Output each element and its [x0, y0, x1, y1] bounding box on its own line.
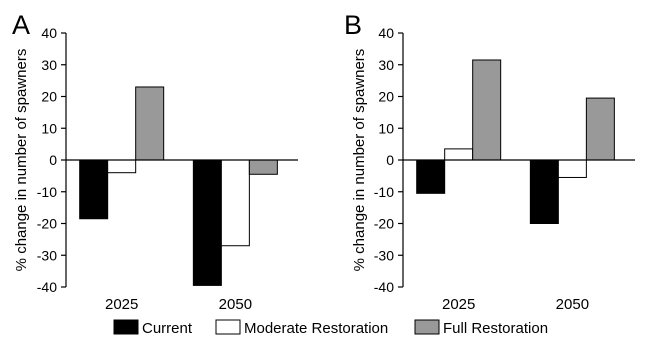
x-category-label: 2050 [556, 296, 589, 313]
bar [220, 159, 250, 247]
y-tick-label: 20 [378, 89, 394, 105]
bar [135, 86, 165, 161]
x-category-label: 2025 [442, 296, 475, 313]
bar [472, 59, 502, 161]
legend-swatch [215, 319, 241, 335]
y-tick-label: 40 [41, 25, 57, 41]
y-tick-label: 40 [378, 25, 394, 41]
legend-swatch [113, 319, 139, 335]
legend-label: Current [142, 320, 193, 337]
bar [444, 148, 474, 161]
bar [529, 159, 559, 224]
bar [416, 159, 446, 194]
y-tick-label: 0 [49, 152, 57, 168]
y-tick-label: 0 [386, 152, 394, 168]
y-tick-label: -30 [374, 247, 394, 263]
panel-a: A % change in number of spawners 40 30 20 10 0… [12, 10, 298, 313]
x-category-label: 2050 [219, 296, 252, 313]
bar [248, 159, 278, 175]
y-tick-label: 20 [41, 89, 57, 105]
panel-letter: A [12, 10, 30, 40]
y-tick-label: -20 [37, 216, 57, 232]
legend-label: Moderate Restoration [244, 320, 388, 337]
legend: Current Moderate Restoration Full Restorat… [113, 319, 548, 337]
legend-label: Full Restoration [443, 320, 548, 337]
y-tick-label: -10 [37, 184, 57, 200]
panel-letter: B [344, 10, 362, 40]
panel-b: B % change in number of spawners 40 30 20 10 0… [344, 10, 635, 313]
y-axis-label: % change in number of spawners [13, 49, 30, 272]
y-tick-label: -40 [374, 279, 394, 295]
y-tick-label: -20 [374, 216, 394, 232]
bar [192, 159, 222, 286]
x-category-label: 2025 [105, 296, 138, 313]
y-tick-label: -30 [37, 247, 57, 263]
legend-swatch [414, 319, 440, 335]
y-axis-label: % change in number of spawners [351, 49, 368, 272]
y-tick-label: -40 [37, 279, 57, 295]
y-tick-label: 10 [378, 120, 394, 136]
bar [107, 159, 137, 174]
y-tick-label: -10 [374, 184, 394, 200]
y-tick-label: 10 [41, 120, 57, 136]
y-tick-label: 30 [41, 57, 57, 73]
bar [79, 159, 109, 220]
y-tick-label: 30 [378, 57, 394, 73]
bar [585, 97, 615, 161]
bar [557, 159, 587, 178]
